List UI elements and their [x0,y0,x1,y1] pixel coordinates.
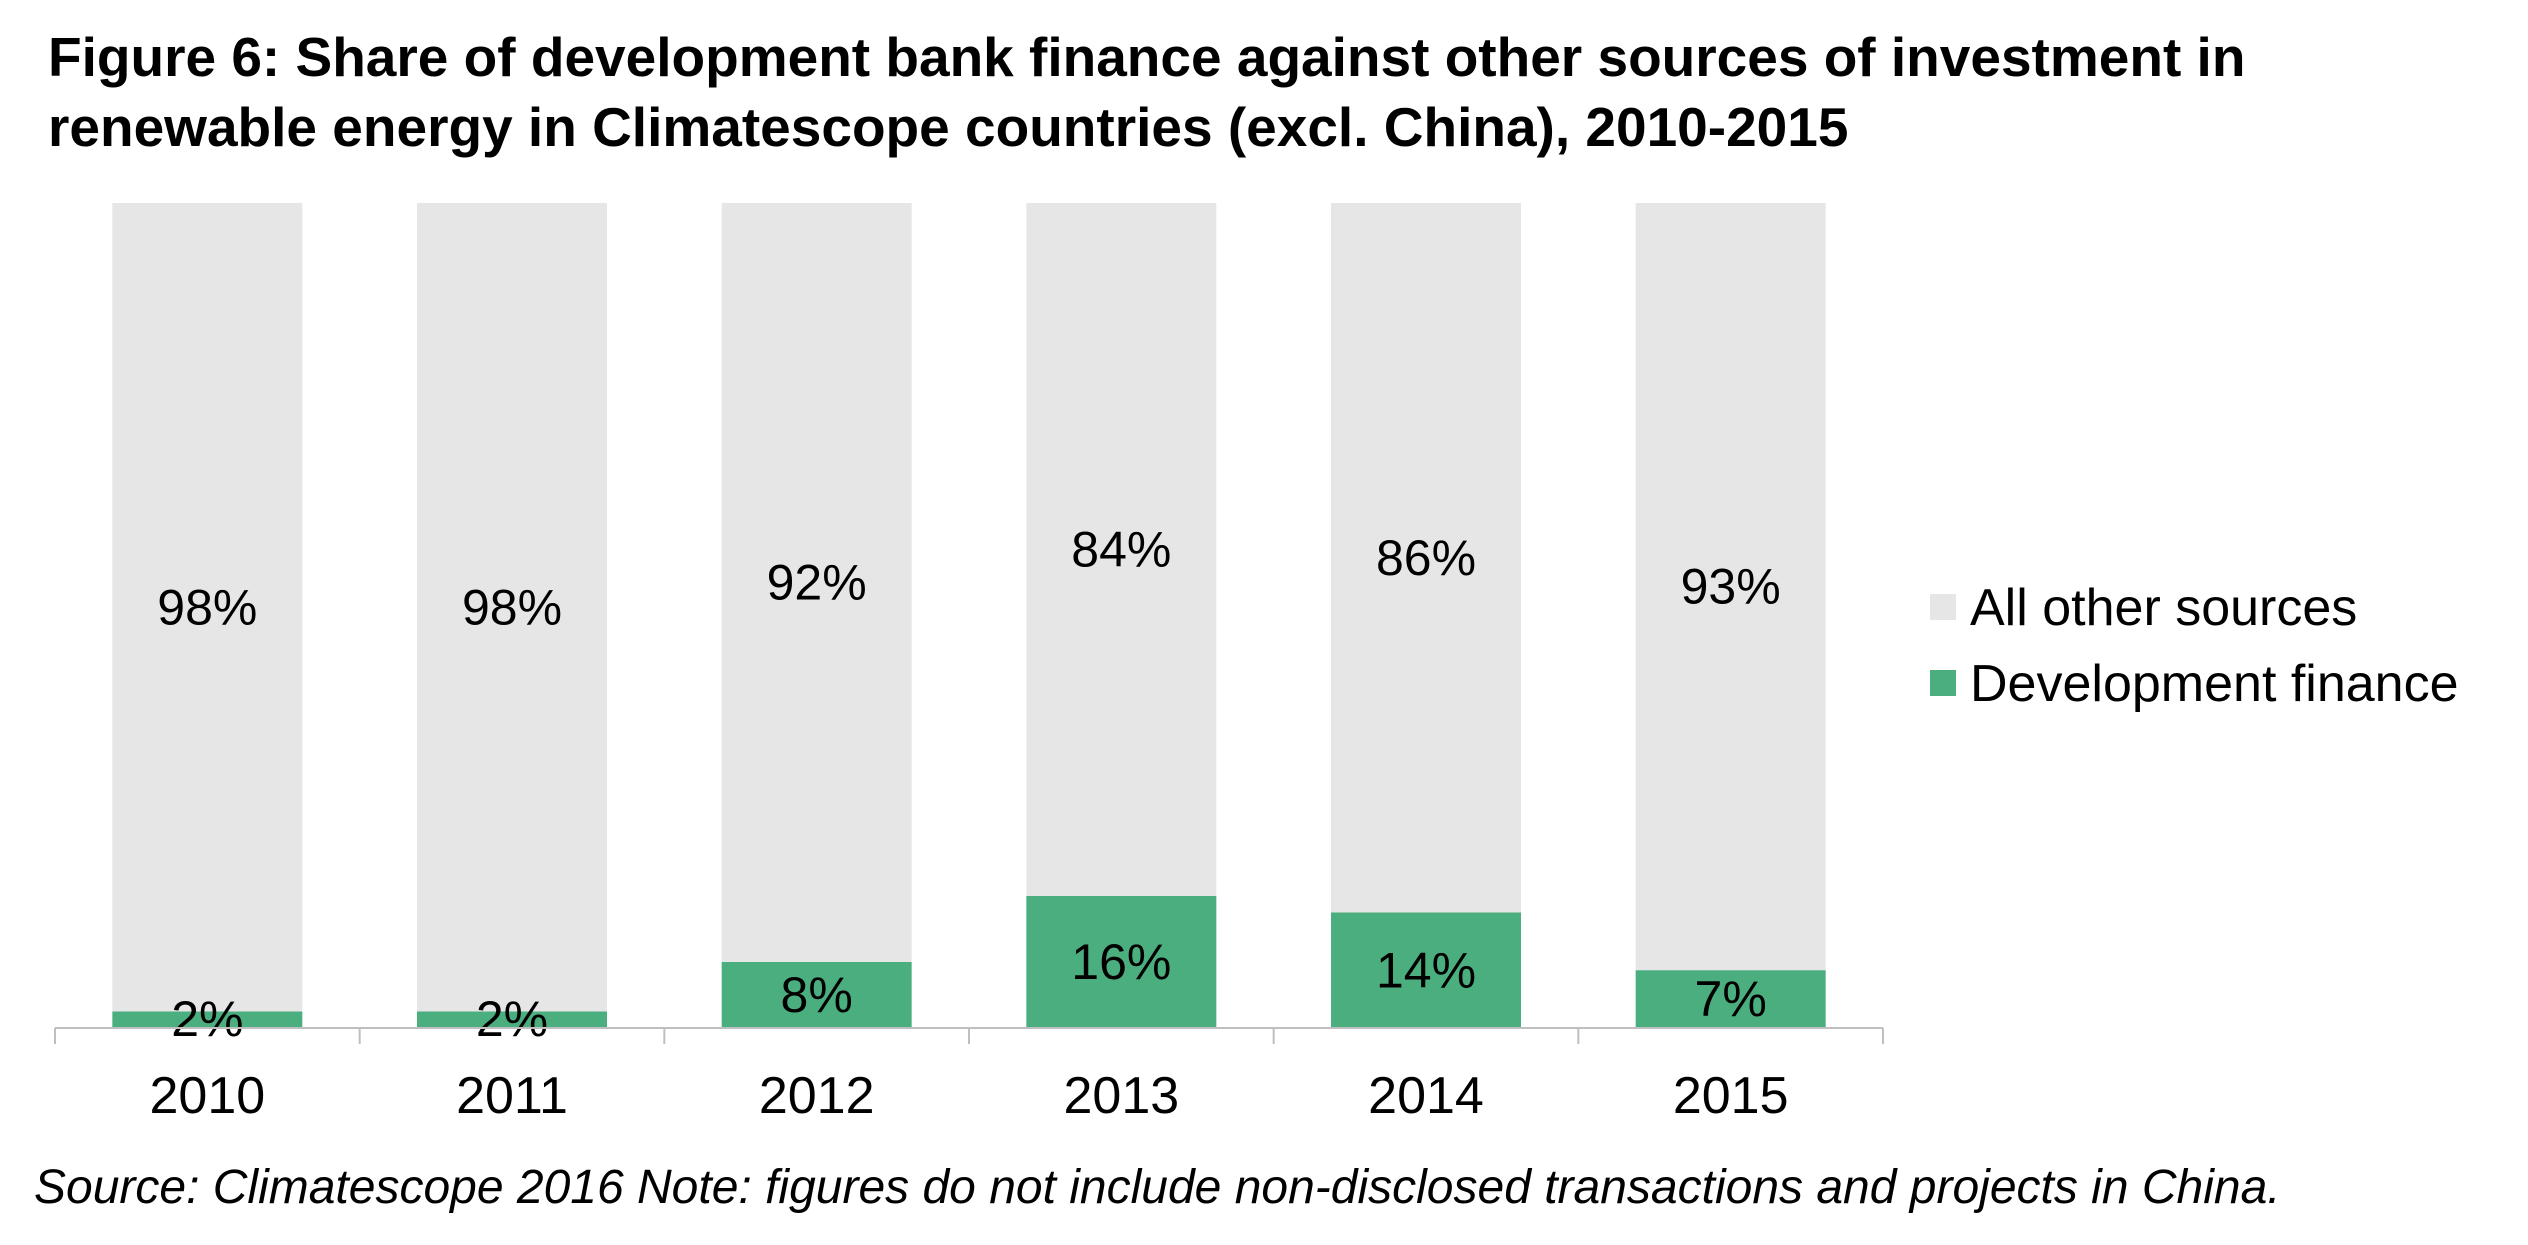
data-label-development-finance-2014: 14% [1376,942,1476,998]
x-tick-label-2011: 2011 [456,1067,568,1125]
legend-label-all-other-sources: All other sources [1970,579,2357,637]
bar-development-finance-2010 [112,1011,303,1028]
data-label-development-finance-2013: 16% [1071,934,1171,990]
data-label-all-other-sources-2014: 86% [1376,530,1476,586]
data-label-development-finance-2011: 2% [476,991,548,1047]
data-label-all-other-sources-2012: 92% [767,555,867,611]
legend-label-development-finance: Development finance [1970,655,2459,713]
data-label-all-other-sources-2010: 98% [157,579,257,635]
chart-title-line-2: renewable energy in Climatescope countri… [48,96,1849,158]
bar-all-other-sources-2013 [1026,203,1217,896]
stacked-bar-chart: 98% 2% 2010 98% 2% 2011 92% 8% 2012 84% 16% 2013 86%… [54,203,2459,1125]
x-tick-label-2013: 2013 [1063,1067,1179,1125]
data-label-development-finance-2012: 8% [781,967,853,1023]
bar-all-other-sources-2014 [1331,203,1521,913]
data-label-all-other-sources-2011: 98% [462,579,562,635]
chart-title: Figure 6: Share of development bank fina… [48,22,2488,162]
bar-development-finance-2011 [417,1011,607,1028]
bar-development-finance-2014 [1331,912,1521,1028]
data-label-development-finance-2010: 2% [171,991,243,1047]
x-tick-label-2014: 2014 [1368,1067,1484,1125]
x-tick-label-2015: 2015 [1673,1067,1789,1125]
x-tick-label-2012: 2012 [759,1067,875,1125]
legend-swatch-all-other-sources [1930,594,1956,620]
bar-development-finance-2013 [1026,896,1217,1028]
bar-development-finance-2015 [1635,970,1826,1028]
bar-all-other-sources-2011 [417,203,607,1012]
x-tick-label-2010: 2010 [149,1067,265,1125]
data-label-all-other-sources-2015: 93% [1681,559,1781,615]
source-note: Source: Climatescope 2016 Note: figures … [34,1161,2281,1214]
chart-title-line-1: Figure 6: Share of development bank fina… [48,26,2246,88]
legend-swatch-development-finance [1930,670,1956,696]
bar-development-finance-2012 [721,962,912,1028]
data-label-development-finance-2015: 7% [1695,971,1767,1027]
data-label-all-other-sources-2013: 84% [1071,522,1171,578]
bar-all-other-sources-2015 [1635,203,1826,971]
bar-all-other-sources-2010 [112,203,303,1012]
bar-all-other-sources-2012 [721,203,912,962]
